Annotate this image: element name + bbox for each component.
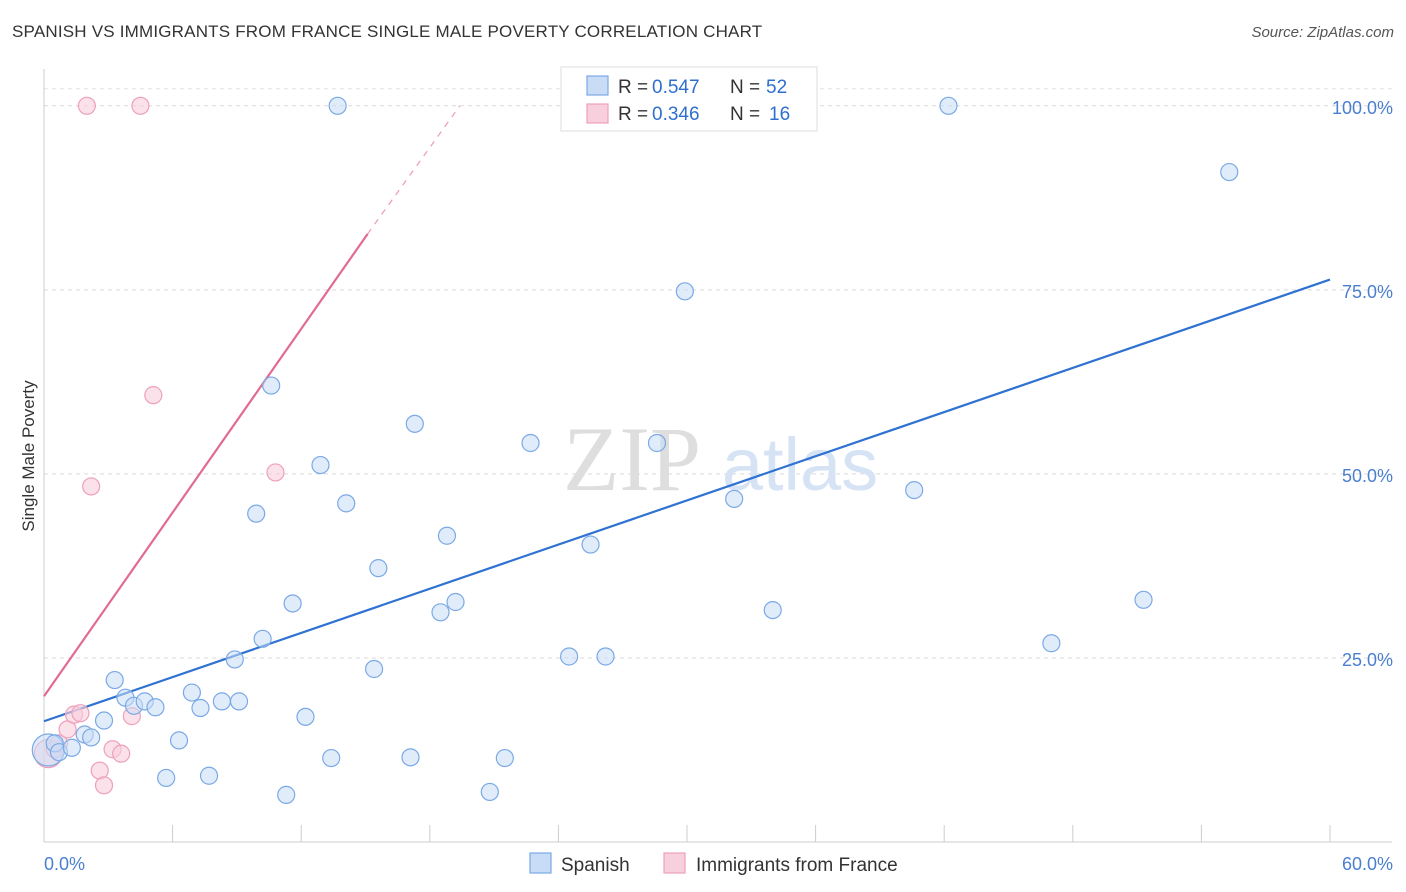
point-spanish-41 (581, 535, 600, 554)
x-tick-label-1: 60.0% (1342, 854, 1393, 874)
point-spanish-33 (405, 414, 424, 433)
point-spanish-44 (647, 433, 667, 453)
point-spanish-34 (431, 603, 450, 622)
point-spanish-17 (212, 692, 231, 711)
point-spanish-19 (229, 692, 249, 711)
point-spanish-3 (62, 738, 81, 757)
point-spanish-31 (369, 559, 388, 578)
point-spanish-11 (146, 698, 165, 717)
point-spanish-27 (322, 748, 341, 768)
point-france-13 (131, 96, 150, 115)
point-spanish-45 (675, 282, 694, 301)
point-spanish-47 (763, 600, 782, 620)
trend-lines (43, 105, 1331, 723)
point-spanish-21 (253, 629, 272, 648)
gridlines (44, 88, 1392, 659)
data-points (31, 96, 1239, 804)
point-spanish-26 (311, 455, 330, 475)
point-spanish-30 (364, 659, 384, 679)
point-spanish-14 (182, 683, 201, 702)
point-spanish-12 (157, 768, 176, 788)
series-legend-swatch-france (663, 852, 686, 874)
point-spanish-49 (939, 96, 958, 115)
point-spanish-50 (1042, 634, 1061, 653)
legend-r-value-2: 0.346 (652, 104, 700, 125)
point-spanish-39 (521, 433, 540, 453)
point-spanish-13 (169, 731, 189, 750)
legend-r-value-1: 0.547 (652, 77, 700, 98)
point-spanish-7 (105, 670, 124, 690)
point-spanish-37 (480, 782, 499, 802)
legend-r-label-2: R = (618, 104, 648, 125)
series-legend-swatch-spanish (529, 852, 552, 874)
trend-extension-france (367, 105, 461, 235)
point-spanish-6 (94, 711, 114, 730)
series-legend-france: Immigrants from France (696, 855, 898, 876)
point-spanish-15 (191, 698, 210, 718)
point-spanish-46 (725, 489, 744, 509)
y-axis-label: Single Male Poverty (19, 380, 38, 532)
legend-swatch-france (586, 103, 609, 124)
point-spanish-42 (596, 647, 615, 666)
point-spanish-18 (225, 650, 244, 669)
y-tick-label-0: 25.0% (1342, 650, 1393, 670)
point-spanish-38 (495, 748, 514, 768)
point-spanish-29 (337, 494, 356, 513)
point-spanish-32 (401, 748, 420, 767)
series-legend-spanish: Spanish (561, 855, 630, 876)
point-france-7 (82, 477, 101, 496)
y-tick-label-2: 75.0% (1342, 282, 1393, 302)
point-france-9 (94, 776, 114, 795)
point-spanish-48 (905, 481, 924, 500)
legend-n-value-1: 52 (766, 77, 787, 98)
chart-title: SPANISH VS IMMIGRANTS FROM FRANCE SINGLE… (12, 22, 763, 41)
point-spanish-40 (560, 647, 579, 666)
legend-n-label-1: N = (730, 77, 760, 98)
y-tick-label-3: 100.0% (1332, 98, 1393, 118)
point-spanish-16 (199, 766, 219, 785)
point-france-11 (112, 744, 131, 763)
y-tick-label-1: 50.0% (1342, 466, 1393, 486)
point-spanish-24 (283, 594, 302, 613)
trend-line-france (43, 233, 369, 697)
watermark-atlas: atlas (722, 423, 878, 506)
legend-n-label-2: N = (730, 104, 760, 125)
point-france-15 (266, 463, 285, 482)
point-spanish-35 (437, 526, 457, 545)
point-france-6 (77, 96, 96, 115)
legend-r-label-1: R = (618, 77, 648, 98)
zipatlas-watermark: ZIP atlas (563, 408, 878, 510)
point-spanish-23 (277, 785, 296, 804)
series-legend: Spanish Immigrants from France (529, 852, 898, 876)
trend-line-spanish (43, 278, 1331, 723)
point-spanish-22 (262, 376, 281, 395)
point-spanish-36 (446, 592, 465, 612)
watermark-zip: ZIP (563, 408, 701, 510)
point-spanish-20 (247, 504, 266, 523)
point-spanish-28 (328, 96, 347, 115)
point-spanish-25 (296, 707, 315, 726)
axes (43, 69, 1392, 843)
legend-swatch-spanish (586, 75, 609, 96)
point-france-5 (71, 704, 90, 723)
point-spanish-51 (1134, 590, 1153, 609)
legend-n-value-2: 16 (769, 104, 790, 125)
correlation-legend: R = 0.547 N = 52 R = 0.346 N = 16 (560, 66, 818, 132)
point-spanish-5 (82, 728, 101, 747)
point-spanish-52 (1220, 162, 1239, 182)
tick-labels: 25.0% 50.0% 75.0% 100.0% 0.0% 60.0% (44, 98, 1393, 874)
source-label: Source: ZipAtlas.com (1251, 24, 1394, 41)
point-france-14 (144, 386, 163, 405)
x-tick-label-0: 0.0% (44, 854, 85, 874)
